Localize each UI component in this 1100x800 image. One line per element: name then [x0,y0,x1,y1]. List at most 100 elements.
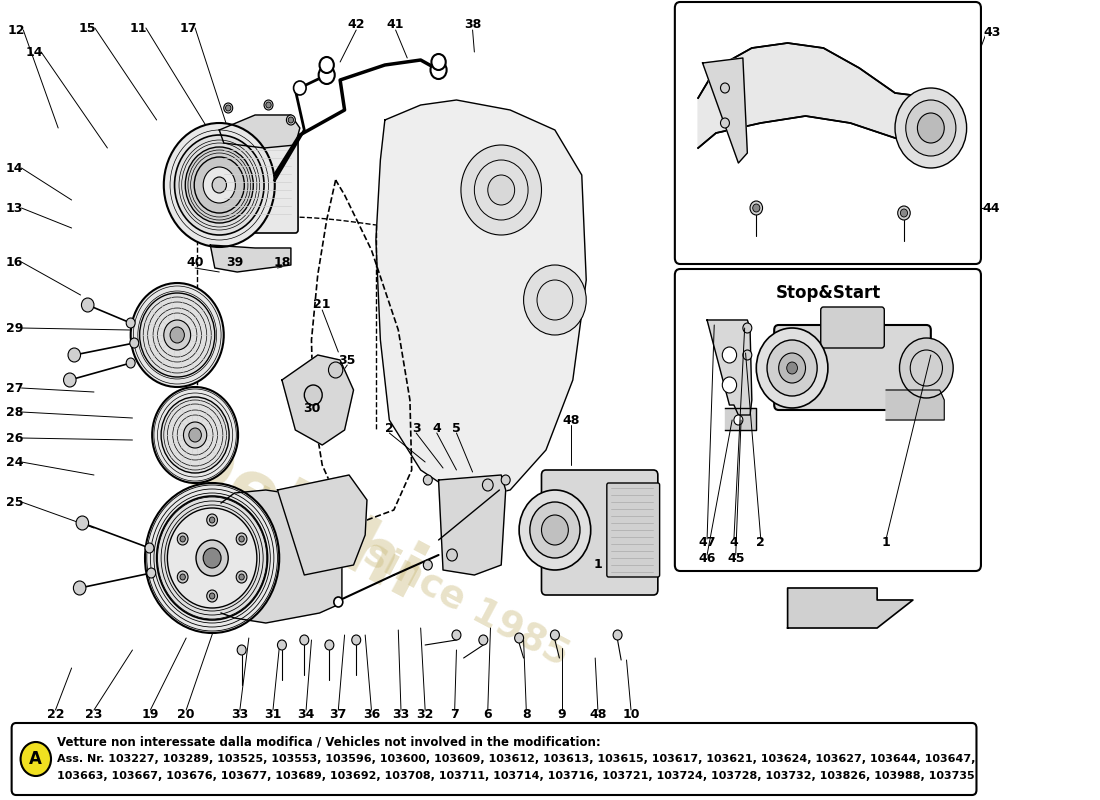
Text: 4: 4 [432,422,441,434]
Polygon shape [376,100,586,500]
Text: 18: 18 [273,255,290,269]
Circle shape [502,475,510,485]
Circle shape [126,318,135,328]
Text: 12: 12 [8,23,25,37]
Circle shape [424,560,432,570]
Text: 8: 8 [522,709,530,722]
Circle shape [483,479,493,491]
Circle shape [319,66,334,84]
Circle shape [767,340,817,396]
Circle shape [239,536,244,542]
Text: 45: 45 [727,553,745,566]
Circle shape [68,348,80,362]
Circle shape [723,347,737,363]
Polygon shape [887,390,944,420]
Circle shape [239,574,244,580]
Circle shape [266,102,272,108]
Circle shape [447,549,458,561]
Text: 5: 5 [452,422,461,434]
Circle shape [126,358,135,368]
Text: 33: 33 [231,709,249,722]
Circle shape [779,353,805,383]
Circle shape [294,81,306,95]
Polygon shape [698,43,958,153]
Polygon shape [725,408,757,430]
Circle shape [164,320,190,350]
Text: 3: 3 [411,422,420,434]
Circle shape [430,61,447,79]
Circle shape [131,283,223,387]
Text: 14: 14 [25,46,43,58]
Text: 9: 9 [558,709,566,722]
Text: 30: 30 [302,402,320,414]
Circle shape [750,201,762,215]
Text: 23: 23 [86,709,102,722]
Circle shape [720,83,729,93]
Circle shape [478,635,487,645]
Text: 15: 15 [79,22,97,34]
Circle shape [917,113,944,143]
Circle shape [145,483,279,633]
Circle shape [720,118,729,128]
Text: 37: 37 [330,709,346,722]
Circle shape [207,514,218,526]
Circle shape [185,147,253,223]
Circle shape [900,338,954,398]
Text: 36: 36 [363,709,381,722]
Circle shape [76,516,89,530]
Circle shape [757,328,828,408]
Text: 35: 35 [339,354,356,366]
Text: 39: 39 [226,257,243,270]
Text: 40: 40 [186,257,204,270]
Circle shape [319,57,333,73]
Circle shape [161,397,229,473]
Text: 48: 48 [562,414,580,426]
Circle shape [140,293,214,377]
Circle shape [431,54,446,70]
Circle shape [238,645,246,655]
Circle shape [264,100,273,110]
Circle shape [461,145,541,235]
Text: Ass. Nr. 103227, 103289, 103525, 103553, 103596, 103600, 103609, 103612, 103613,: Ass. Nr. 103227, 103289, 103525, 103553,… [57,754,976,764]
Text: 14: 14 [6,162,23,174]
Circle shape [786,362,798,374]
Text: 21: 21 [314,298,331,311]
Text: 17: 17 [179,22,197,34]
Polygon shape [210,245,290,272]
Circle shape [223,103,233,113]
Circle shape [226,105,231,111]
Circle shape [207,590,218,602]
Text: 25: 25 [6,495,23,509]
Circle shape [895,88,967,168]
Text: 19: 19 [142,709,160,722]
FancyBboxPatch shape [217,137,298,233]
Circle shape [209,593,214,599]
Text: 33: 33 [393,709,409,722]
Circle shape [180,574,186,580]
Circle shape [21,742,51,776]
Text: 32: 32 [417,709,433,722]
Circle shape [164,123,275,247]
Polygon shape [703,58,747,163]
FancyBboxPatch shape [674,2,981,264]
Text: 43: 43 [983,26,1000,39]
Circle shape [752,204,760,212]
Text: 103663, 103667, 103676, 103677, 103689, 103692, 103708, 103711, 103714, 103716, : 103663, 103667, 103676, 103677, 103689, … [57,771,975,781]
Circle shape [424,475,432,485]
Text: 38: 38 [464,18,481,31]
Text: A: A [30,750,42,768]
Circle shape [180,536,186,542]
Circle shape [452,630,461,640]
Circle shape [184,422,207,448]
Text: 10: 10 [623,709,640,722]
Text: 13: 13 [6,202,23,214]
FancyBboxPatch shape [821,307,884,348]
Text: 16: 16 [6,255,23,269]
Circle shape [167,508,257,608]
Text: 26: 26 [6,431,23,445]
Circle shape [189,428,201,442]
Circle shape [300,635,309,645]
Text: 29: 29 [6,322,23,334]
Circle shape [146,568,156,578]
Text: 28: 28 [6,406,23,418]
